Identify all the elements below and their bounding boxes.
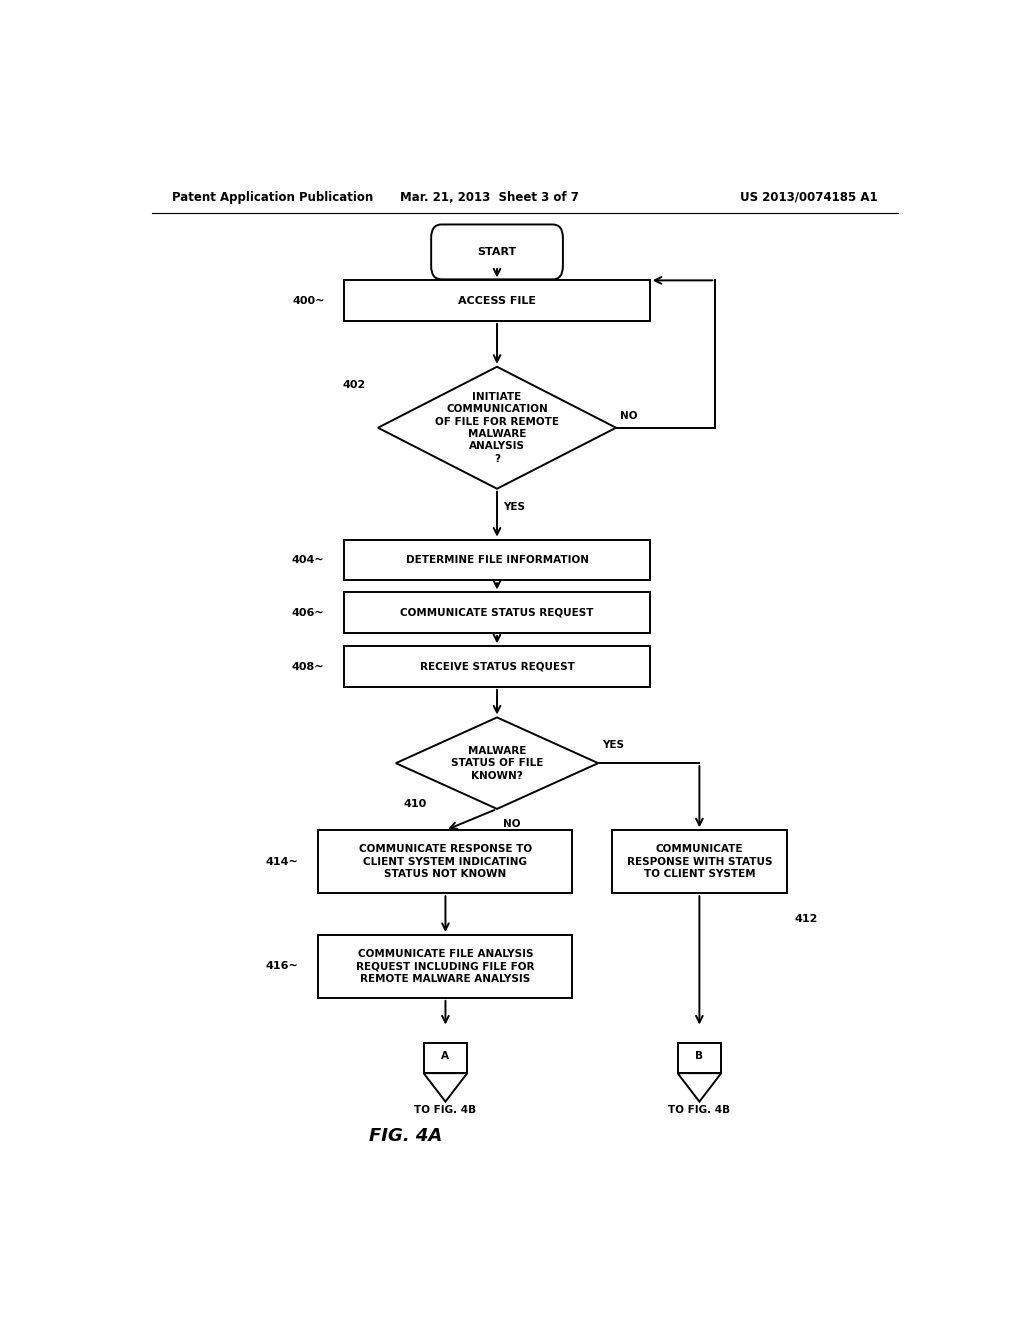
Text: Mar. 21, 2013  Sheet 3 of 7: Mar. 21, 2013 Sheet 3 of 7 <box>399 190 579 203</box>
Text: 402: 402 <box>342 380 366 389</box>
Text: 408~: 408~ <box>292 661 325 672</box>
Text: US 2013/0074185 A1: US 2013/0074185 A1 <box>740 190 878 203</box>
Text: MALWARE
STATUS OF FILE
KNOWN?: MALWARE STATUS OF FILE KNOWN? <box>451 746 543 780</box>
Text: 416~: 416~ <box>266 961 299 972</box>
Text: YES: YES <box>602 741 625 750</box>
Text: ACCESS FILE: ACCESS FILE <box>458 296 536 306</box>
Polygon shape <box>396 718 598 809</box>
Text: START: START <box>477 247 517 257</box>
Polygon shape <box>424 1073 467 1102</box>
Text: NO: NO <box>504 820 521 829</box>
Text: COMMUNICATE RESPONSE TO
CLIENT SYSTEM INDICATING
STATUS NOT KNOWN: COMMUNICATE RESPONSE TO CLIENT SYSTEM IN… <box>358 845 532 879</box>
Polygon shape <box>678 1073 721 1102</box>
Text: FIG. 4A: FIG. 4A <box>369 1127 442 1146</box>
Bar <box>318 830 572 894</box>
Bar <box>678 1043 721 1073</box>
Text: 412: 412 <box>795 913 818 924</box>
Text: COMMUNICATE
RESPONSE WITH STATUS
TO CLIENT SYSTEM: COMMUNICATE RESPONSE WITH STATUS TO CLIE… <box>627 845 772 879</box>
Text: 406~: 406~ <box>292 607 325 618</box>
Bar <box>344 540 650 581</box>
Text: TO FIG. 4B: TO FIG. 4B <box>669 1105 730 1114</box>
Text: DETERMINE FILE INFORMATION: DETERMINE FILE INFORMATION <box>406 554 589 565</box>
Text: 400~: 400~ <box>292 296 325 306</box>
Bar <box>344 593 650 634</box>
Text: COMMUNICATE FILE ANALYSIS
REQUEST INCLUDING FILE FOR
REMOTE MALWARE ANALYSIS: COMMUNICATE FILE ANALYSIS REQUEST INCLUD… <box>356 949 535 983</box>
Text: INITIATE
COMMUNICATION
OF FILE FOR REMOTE
MALWARE
ANALYSIS
?: INITIATE COMMUNICATION OF FILE FOR REMOT… <box>435 392 559 463</box>
Bar <box>344 647 650 686</box>
Text: COMMUNICATE STATUS REQUEST: COMMUNICATE STATUS REQUEST <box>400 607 594 618</box>
Text: YES: YES <box>504 502 525 512</box>
Polygon shape <box>378 367 616 488</box>
Text: RECEIVE STATUS REQUEST: RECEIVE STATUS REQUEST <box>420 661 574 672</box>
Text: 404~: 404~ <box>292 554 325 565</box>
Text: 414~: 414~ <box>266 857 299 867</box>
Text: TO FIG. 4B: TO FIG. 4B <box>415 1105 476 1114</box>
Bar <box>344 280 650 321</box>
Bar <box>318 935 572 998</box>
Text: A: A <box>441 1052 450 1061</box>
Text: 410: 410 <box>403 799 427 809</box>
Text: NO: NO <box>620 411 638 421</box>
Text: Patent Application Publication: Patent Application Publication <box>172 190 373 203</box>
Bar <box>424 1043 467 1073</box>
Text: B: B <box>695 1052 703 1061</box>
Bar <box>612 830 786 894</box>
FancyBboxPatch shape <box>431 224 563 280</box>
